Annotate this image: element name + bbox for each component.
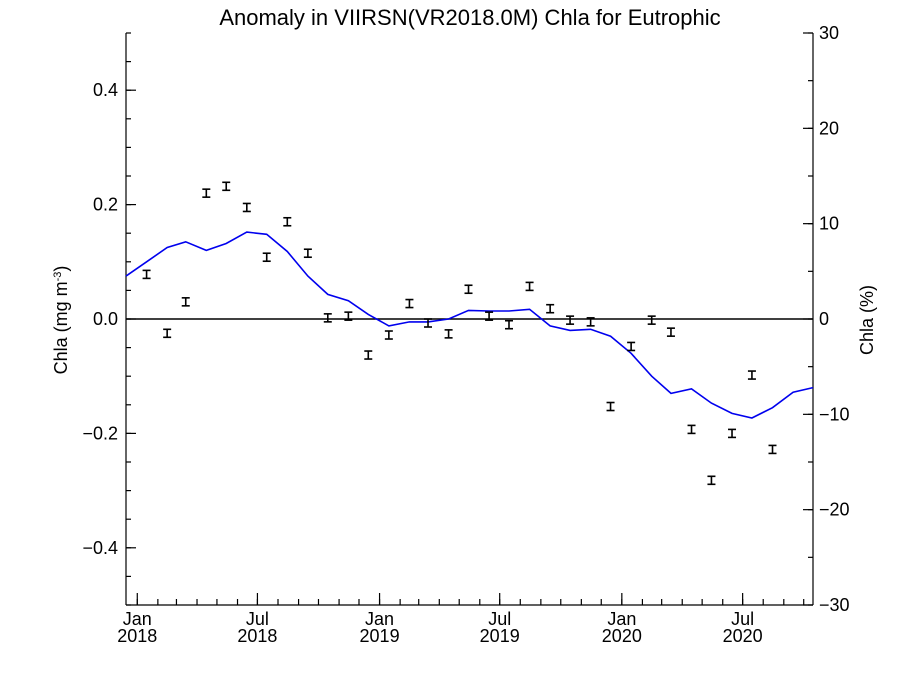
data-point (606, 401, 615, 412)
data-point (566, 315, 575, 325)
x-tick-year: 2020 (723, 626, 763, 646)
data-point (444, 329, 453, 339)
data-point (464, 284, 473, 295)
right-tick-label: 0 (819, 309, 829, 329)
data-point (504, 319, 513, 330)
left-y-ticks: 0.4 0.2 0.0 −0.2 −0.4 (82, 32, 136, 606)
right-tick-label: −20 (819, 500, 850, 520)
data-point (344, 311, 353, 321)
left-axis-label-text: Chla (mg m (51, 281, 71, 374)
x-tick-year: 2019 (360, 626, 400, 646)
data-point (384, 330, 393, 340)
left-axis-label-sup: -3 (52, 272, 64, 282)
x-tick-month: Jul (488, 609, 511, 629)
data-point (687, 424, 696, 435)
data-point (405, 298, 414, 309)
data-point (728, 428, 737, 439)
data-point (262, 252, 271, 263)
right-tick-label: 10 (819, 214, 839, 234)
data-point (364, 350, 373, 360)
data-point (283, 216, 292, 227)
left-tick-label: 0.0 (93, 309, 118, 329)
left-tick-label: 0.2 (93, 195, 118, 215)
left-axis-label-close: ) (51, 266, 71, 272)
data-point (586, 317, 595, 327)
data-point (202, 188, 211, 198)
right-y-ticks: 30 20 10 0 −10 −20 −30 (803, 23, 850, 615)
left-axis-label: Chla (mg m-3) (51, 266, 71, 375)
right-tick-label: 20 (819, 118, 839, 138)
x-tick-year: 2018 (237, 626, 277, 646)
left-tick-label: −0.2 (82, 423, 118, 443)
data-point (142, 269, 151, 280)
data-point (707, 475, 716, 486)
data-point (666, 327, 675, 337)
data-point (242, 202, 251, 213)
data-point (323, 313, 332, 323)
data-point (424, 318, 433, 328)
x-tick-year: 2018 (117, 626, 157, 646)
data-point (747, 370, 756, 380)
left-tick-label: 0.4 (93, 80, 118, 100)
data-point (181, 297, 190, 307)
chart-title: Anomaly in VIIRSN(VR2018.0M) Chla for Eu… (219, 5, 720, 30)
data-point (303, 248, 312, 259)
data-point (647, 315, 656, 325)
anomaly-trend-line (125, 231, 814, 419)
data-point (485, 311, 494, 321)
right-axis-label: Chla (%) (857, 285, 877, 355)
x-tick-month: Jan (123, 609, 152, 629)
data-point (627, 341, 636, 352)
x-tick-month: Jan (365, 609, 394, 629)
x-tick-year: 2020 (602, 626, 642, 646)
x-tick-year: 2019 (480, 626, 520, 646)
data-point (768, 444, 777, 455)
data-point (525, 281, 534, 292)
data-point (222, 181, 231, 192)
data-point (546, 303, 555, 314)
data-point (163, 328, 172, 339)
x-tick-month: Jan (607, 609, 636, 629)
right-tick-label: −10 (819, 404, 850, 424)
x-ticks: Jan2018Jul2018Jan2019Jul2019Jan2020Jul20… (117, 593, 805, 646)
anomaly-points (142, 181, 777, 486)
x-tick-month: Jul (246, 609, 269, 629)
left-tick-label: −0.4 (82, 538, 118, 558)
right-tick-label: −30 (819, 595, 850, 615)
right-tick-label: 30 (819, 23, 839, 43)
x-tick-month: Jul (731, 609, 754, 629)
